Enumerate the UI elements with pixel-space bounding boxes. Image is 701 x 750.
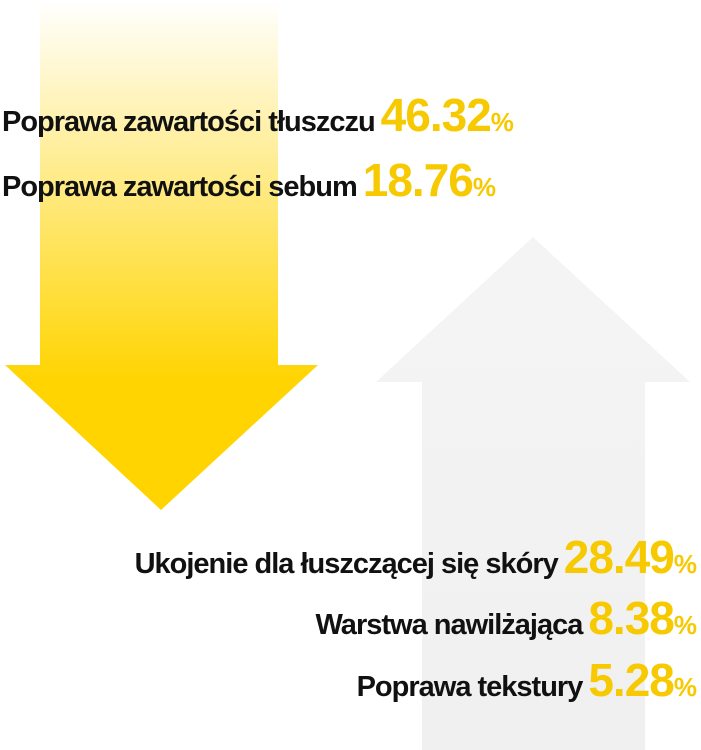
stat-value: 5.28: [588, 654, 675, 706]
stat-row: Warstwa nawilżająca 8.38%: [316, 591, 697, 645]
stat-value: 46.32: [380, 89, 492, 141]
stat-label: Ukojenie dla łuszczącej się skóry: [134, 548, 559, 580]
stat-unit: %: [673, 549, 697, 579]
stat-value: 28.49: [563, 531, 675, 583]
stat-unit: %: [673, 610, 697, 640]
stat-row: Poprawa zawartości sebum 18.76%: [2, 153, 496, 207]
stat-label: Poprawa tekstury: [356, 671, 584, 703]
stat-unit: %: [472, 172, 496, 202]
stat-label: Poprawa zawartości sebum: [2, 171, 358, 203]
stat-row: Poprawa zawartości tłuszczu 46.32%: [2, 88, 514, 142]
stat-label: Poprawa zawartości tłuszczu: [2, 106, 376, 138]
stat-row: Poprawa tekstury 5.28%: [357, 653, 697, 707]
stat-value: 18.76: [362, 154, 474, 206]
up-arrow: [376, 237, 690, 750]
down-arrow: [5, 0, 318, 510]
stat-label: Warstwa nawilżająca: [315, 609, 584, 641]
stat-unit: %: [673, 672, 697, 702]
stat-unit: %: [490, 107, 514, 137]
stat-value: 8.38: [588, 592, 675, 644]
stat-row: Ukojenie dla łuszczącej się skóry 28.49%: [135, 530, 697, 584]
